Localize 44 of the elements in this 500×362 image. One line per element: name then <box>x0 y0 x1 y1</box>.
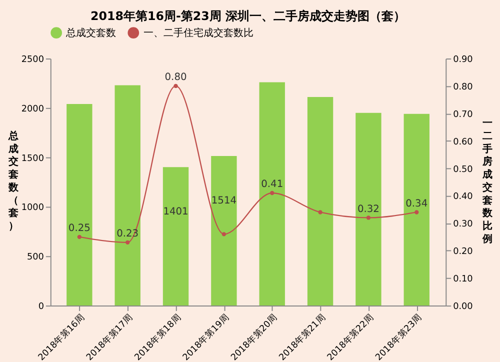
y2-tick-label: 0.70 <box>453 110 474 120</box>
bar <box>211 156 237 306</box>
point <box>174 84 178 88</box>
data-label: 0.80 <box>164 72 187 84</box>
bar <box>162 167 189 306</box>
y2-tick-label: 0.10 <box>453 274 474 285</box>
data-label: 1514 <box>211 195 237 206</box>
bar <box>66 104 92 306</box>
y2-tick-label: 0.00 <box>453 302 474 312</box>
bar <box>114 85 140 306</box>
bar <box>259 82 285 306</box>
y2-tick-label: 0.20 <box>453 247 474 258</box>
bar <box>404 114 430 306</box>
y2-tick-label: 0.60 <box>453 137 474 148</box>
y-axis-title: 总成交套数（套） <box>7 130 20 232</box>
point <box>366 216 371 220</box>
y-tick-label: 1500 <box>21 154 44 164</box>
point <box>414 210 419 214</box>
y2-tick-label: 0.50 <box>453 164 474 175</box>
text: 一二手房成交套数比例 <box>482 118 493 245</box>
data-label: 0.32 <box>357 204 380 215</box>
point <box>222 232 226 236</box>
bar <box>356 112 382 306</box>
y-tick-label: 2500 <box>21 54 44 65</box>
data-label: 0.34 <box>406 198 428 210</box>
bar <box>307 97 334 306</box>
chart-title: 2018年第16周-第23周 深圳一、二手房成交走势图（套） <box>90 8 406 23</box>
point <box>318 210 322 214</box>
y2-tick-label: 0.80 <box>453 82 474 92</box>
y-tick-label: 1000 <box>21 203 44 214</box>
y-tick-label: 500 <box>27 252 44 263</box>
point <box>126 240 130 245</box>
legend-label: 总成交套数 <box>65 26 116 39</box>
legend-label: 一、二手住宅成交套数比 <box>143 26 254 39</box>
y2-tick-label: 0.30 <box>453 220 474 230</box>
y-tick-label: 0 <box>38 302 44 312</box>
point <box>77 234 82 240</box>
y2-tick-label: 0.90 <box>453 54 474 65</box>
data-label: 0.41 <box>261 179 284 190</box>
point <box>270 190 274 196</box>
data-label: 1401 <box>163 206 188 218</box>
y2-tick-label: 0.40 <box>453 192 474 202</box>
data-label: 0.25 <box>68 223 90 234</box>
y-tick-label: 2000 <box>21 104 44 114</box>
